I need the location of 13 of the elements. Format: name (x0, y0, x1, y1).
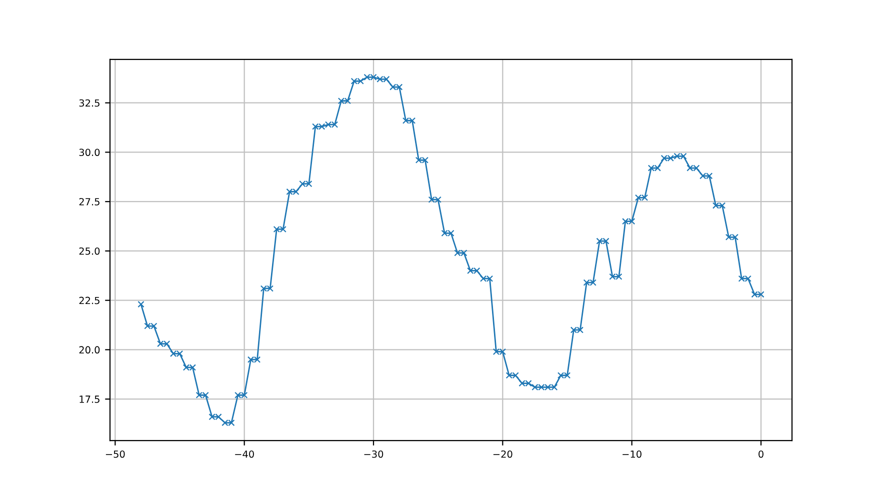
x-tick-label: −30 (364, 450, 384, 458)
y-tick-label: 32.5 (79, 99, 100, 107)
y-tick-label: 22.5 (79, 296, 100, 304)
x-tick-label: −20 (493, 450, 512, 458)
y-tick-label: 17.5 (80, 396, 100, 403)
x-tick-label: −10 (622, 450, 642, 458)
y-tick-label: 20.0 (79, 346, 100, 354)
x-tick-label: −50 (106, 450, 125, 458)
y-tick-label: 30.0 (79, 148, 100, 156)
x-tick-label: 0 (758, 450, 764, 458)
y-tick-label: 27.5 (79, 198, 100, 206)
y-tick-label: 25.0 (79, 247, 100, 255)
x-tick-label: −40 (235, 450, 254, 458)
